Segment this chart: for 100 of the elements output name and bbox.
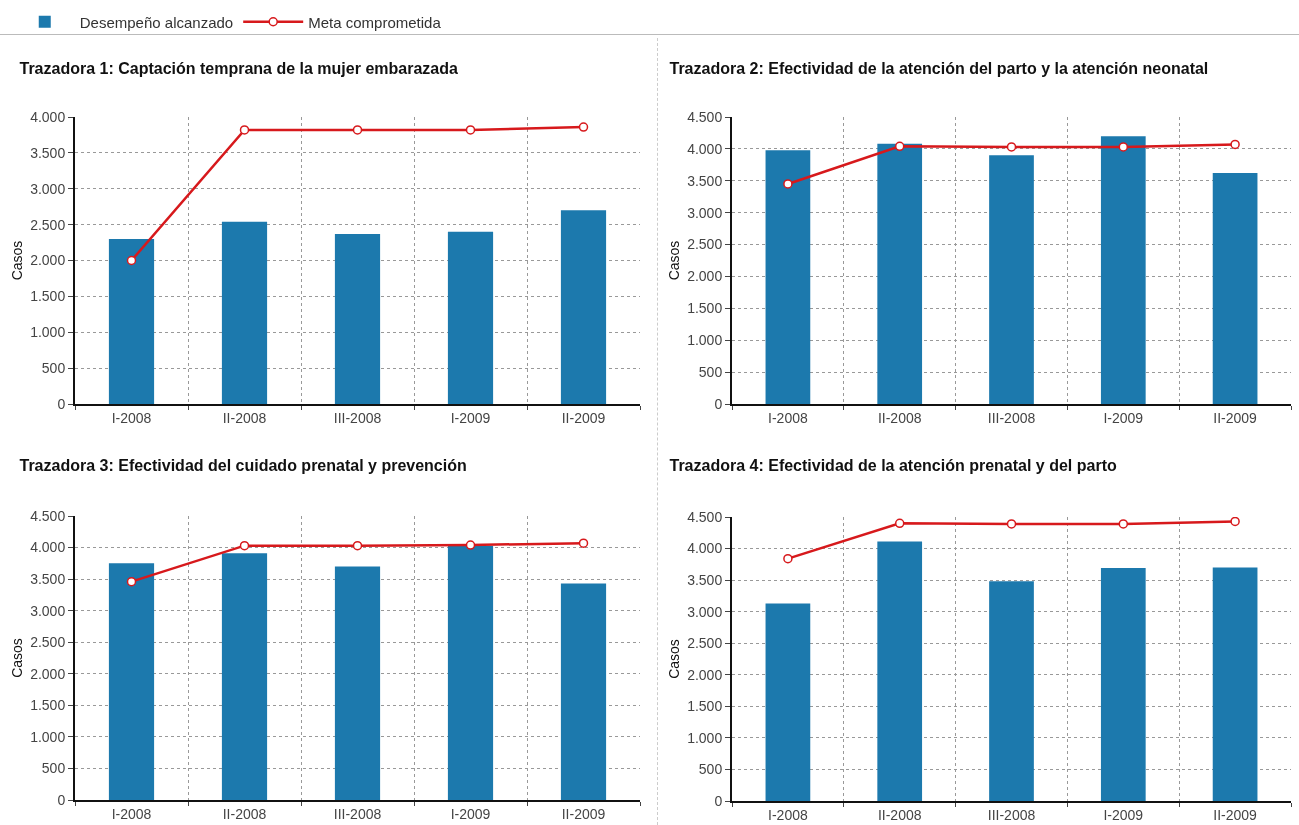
x-tick-label: II-2008 <box>222 409 267 426</box>
y-tick-label: 2.500 <box>30 634 66 651</box>
point <box>352 125 363 135</box>
x-tick-label: I-2009 <box>450 409 491 426</box>
y-tick-label: 0 <box>57 791 66 808</box>
x-tick-label: II-2009 <box>1213 806 1258 823</box>
y-axis-title: Casos <box>9 240 26 281</box>
bar <box>560 210 607 404</box>
legend-label: Desempeño alcanzado <box>79 13 234 31</box>
point <box>783 179 793 189</box>
y-tick-label: 1.500 <box>30 288 66 305</box>
x-tick-label: II-2009 <box>1213 409 1258 426</box>
x-tick-label: I-2008 <box>111 805 152 822</box>
x-tick-label: I-2009 <box>1103 806 1144 823</box>
point <box>126 576 137 587</box>
y-tick-label: 2.000 <box>30 252 66 269</box>
point <box>465 125 476 135</box>
point <box>783 553 793 564</box>
bar <box>765 603 811 801</box>
x-tick-label: II-2008 <box>877 409 922 426</box>
point <box>1230 139 1240 150</box>
bar <box>221 553 268 800</box>
x-tick-label: I-2009 <box>1103 409 1144 426</box>
y-tick-label: 4.000 <box>687 140 723 157</box>
y-tick-label: 3.500 <box>687 172 723 189</box>
bar <box>989 155 1034 404</box>
x-tick-label: III-2008 <box>987 409 1036 426</box>
bar <box>765 150 811 404</box>
chart-title: Trazadora 3: Efectividad del cuidado prenatal y prevención <box>19 456 467 474</box>
bar <box>447 545 494 800</box>
y-tick-label: 3.000 <box>687 603 723 620</box>
x-tick-label: I-2008 <box>768 409 808 426</box>
point <box>894 518 905 529</box>
point <box>352 540 363 551</box>
bar <box>560 583 607 800</box>
x-tick-label: III-2008 <box>333 805 382 822</box>
x-tick-label: I-2008 <box>768 806 808 823</box>
y-tick-label: 2.000 <box>687 666 723 683</box>
bar <box>334 566 381 800</box>
y-axis-title: Casos <box>9 638 26 678</box>
y-tick-label: 2.000 <box>30 665 66 682</box>
point <box>894 141 905 152</box>
bar <box>108 563 155 800</box>
point <box>578 538 589 548</box>
x-tick-label: III-2008 <box>333 409 382 426</box>
y-tick-label: 3.500 <box>687 572 723 589</box>
point <box>578 122 589 132</box>
x-tick-label: II-2008 <box>222 805 267 822</box>
y-tick-label: 2.500 <box>687 236 723 253</box>
y-tick-label: 4.500 <box>687 108 723 125</box>
y-tick-label: 1.000 <box>30 728 66 745</box>
bar <box>1100 136 1146 404</box>
x-tick-label: II-2008 <box>877 806 922 823</box>
y-tick-label: 3.000 <box>30 180 66 197</box>
y-tick-label: 500 <box>41 760 66 777</box>
y-tick-label: 4.500 <box>30 507 66 524</box>
y-tick-label: 1.500 <box>30 697 66 714</box>
y-tick-label: 500 <box>698 761 723 778</box>
chart-title: Trazadora 2: Efectividad de la atención del parto y la atención neonatal <box>669 59 1209 77</box>
x-tick-label: I-2008 <box>111 409 152 426</box>
point <box>465 540 476 550</box>
bar <box>1212 567 1258 801</box>
bar <box>447 231 494 404</box>
point <box>239 125 250 135</box>
y-tick-label: 1.500 <box>687 698 723 715</box>
bar <box>1212 173 1258 404</box>
y-tick-label: 3.500 <box>30 571 66 588</box>
y-tick-label: 2.500 <box>687 635 723 652</box>
y-tick-label: 0 <box>714 395 723 412</box>
legend-label: Meta comprometida <box>308 13 442 31</box>
y-tick-label: 0 <box>714 792 723 809</box>
y-axis-title: Casos <box>666 240 683 281</box>
y-tick-label: 4.500 <box>687 508 723 525</box>
y-tick-label: 4.000 <box>30 108 66 125</box>
bar <box>221 221 268 404</box>
point <box>1230 517 1240 527</box>
point <box>1006 142 1017 152</box>
point <box>1006 519 1017 529</box>
point <box>1118 142 1129 152</box>
x-tick-label: II-2009 <box>561 409 606 426</box>
bar <box>877 541 923 801</box>
y-tick-label: 4.000 <box>30 539 66 556</box>
point <box>239 540 250 551</box>
bar <box>1100 568 1146 801</box>
point <box>1118 519 1129 529</box>
point <box>126 255 137 266</box>
bar <box>108 238 155 404</box>
y-tick-label: 3.500 <box>30 144 66 161</box>
y-tick-label: 3.000 <box>30 602 66 619</box>
chart-title: Trazadora 4: Efectividad de la atención prenatal y del parto <box>669 456 1117 474</box>
x-tick-label: III-2008 <box>987 806 1036 823</box>
x-tick-label: I-2009 <box>450 805 491 822</box>
y-tick-label: 2.500 <box>30 216 66 233</box>
y-tick-label: 3.000 <box>687 204 723 221</box>
y-tick-label: 1.500 <box>687 300 723 317</box>
bar <box>989 581 1034 801</box>
bar <box>334 233 381 404</box>
y-tick-label: 500 <box>41 360 66 377</box>
y-tick-label: 1.000 <box>687 332 723 349</box>
chart-title: Trazadora 1: Captación temprana de la mujer embarazada <box>19 59 458 77</box>
